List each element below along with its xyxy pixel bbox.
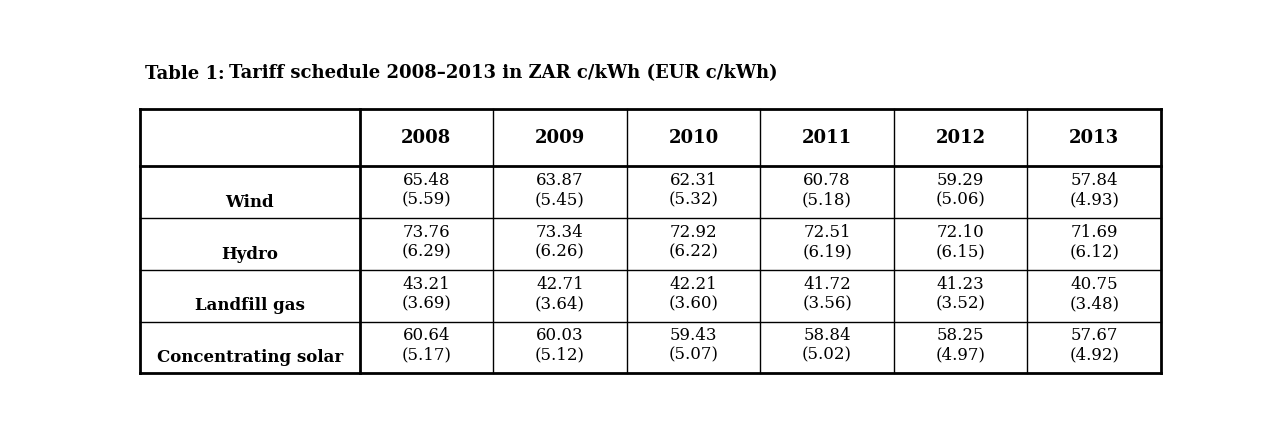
Text: (5.07): (5.07) — [669, 346, 719, 364]
Text: 57.67: 57.67 — [1071, 327, 1118, 344]
Text: (3.69): (3.69) — [402, 295, 451, 312]
Text: 2010: 2010 — [669, 129, 719, 147]
Text: 72.92: 72.92 — [670, 224, 718, 241]
Text: (6.19): (6.19) — [802, 243, 852, 260]
Text: (6.26): (6.26) — [535, 243, 585, 260]
Text: (6.15): (6.15) — [936, 243, 986, 260]
Text: 41.72: 41.72 — [803, 276, 851, 293]
Text: (3.60): (3.60) — [669, 295, 719, 312]
Text: (3.48): (3.48) — [1069, 295, 1119, 312]
Text: (5.06): (5.06) — [936, 192, 986, 209]
Text: Landfill gas: Landfill gas — [194, 297, 304, 314]
Text: (4.93): (4.93) — [1069, 192, 1119, 209]
Text: 73.76: 73.76 — [403, 224, 450, 241]
Text: 71.69: 71.69 — [1071, 224, 1118, 241]
Text: 57.84: 57.84 — [1071, 172, 1118, 190]
Text: 58.25: 58.25 — [938, 327, 985, 344]
Text: 58.84: 58.84 — [803, 327, 851, 344]
Text: 65.48: 65.48 — [403, 172, 450, 190]
Text: (5.59): (5.59) — [402, 192, 451, 209]
Text: (6.29): (6.29) — [402, 243, 451, 260]
Text: (5.18): (5.18) — [802, 192, 852, 209]
Text: 63.87: 63.87 — [536, 172, 583, 190]
Text: (3.64): (3.64) — [535, 295, 585, 312]
Text: 60.78: 60.78 — [803, 172, 851, 190]
Text: Concentrating solar: Concentrating solar — [157, 349, 343, 366]
Text: 73.34: 73.34 — [536, 224, 583, 241]
Text: (5.17): (5.17) — [402, 346, 451, 364]
Text: (4.92): (4.92) — [1069, 346, 1119, 364]
Text: 59.29: 59.29 — [938, 172, 985, 190]
Text: (3.56): (3.56) — [802, 295, 852, 312]
Text: 2012: 2012 — [935, 129, 986, 147]
Text: Table 1:: Table 1: — [145, 65, 225, 82]
Text: (3.52): (3.52) — [936, 295, 986, 312]
Text: (5.02): (5.02) — [802, 346, 852, 364]
Text: 62.31: 62.31 — [670, 172, 718, 190]
Text: 60.03: 60.03 — [536, 327, 583, 344]
Text: 41.23: 41.23 — [936, 276, 985, 293]
Text: Hydro: Hydro — [221, 246, 279, 263]
Text: Wind: Wind — [225, 194, 274, 211]
Text: 2011: 2011 — [802, 129, 852, 147]
Text: 42.21: 42.21 — [670, 276, 718, 293]
Text: (4.97): (4.97) — [936, 346, 986, 364]
Text: (6.12): (6.12) — [1069, 243, 1119, 260]
Text: (5.32): (5.32) — [669, 192, 719, 209]
Text: 72.51: 72.51 — [803, 224, 851, 241]
Text: Tariff schedule 2008–2013 in ZAR c/kWh (EUR c/kWh): Tariff schedule 2008–2013 in ZAR c/kWh (… — [229, 65, 778, 82]
Text: 60.64: 60.64 — [403, 327, 450, 344]
Text: 2009: 2009 — [535, 129, 585, 147]
Text: 2013: 2013 — [1069, 129, 1119, 147]
Text: 72.10: 72.10 — [936, 224, 985, 241]
Text: (5.45): (5.45) — [535, 192, 585, 209]
Text: (6.22): (6.22) — [669, 243, 719, 260]
Text: 59.43: 59.43 — [670, 327, 718, 344]
Text: 2008: 2008 — [402, 129, 451, 147]
Text: 42.71: 42.71 — [536, 276, 583, 293]
Text: (5.12): (5.12) — [535, 346, 585, 364]
Text: 43.21: 43.21 — [403, 276, 450, 293]
Text: 40.75: 40.75 — [1071, 276, 1118, 293]
